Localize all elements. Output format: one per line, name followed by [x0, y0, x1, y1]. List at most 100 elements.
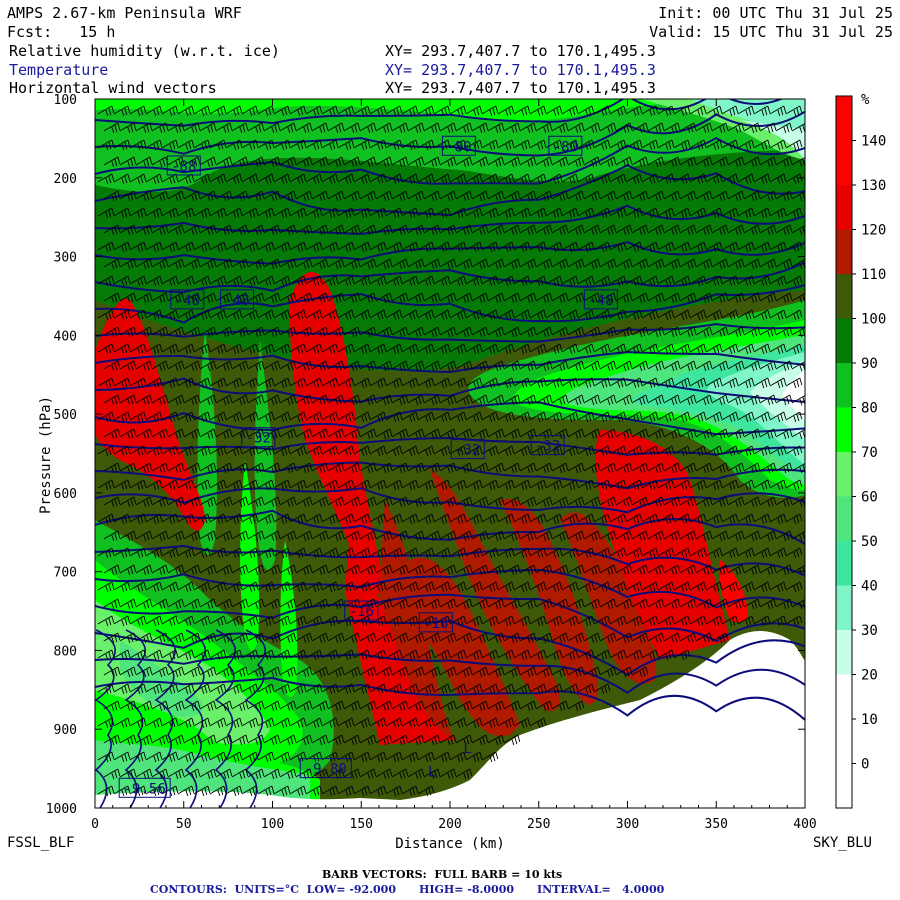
wind-barb	[593, 513, 611, 525]
wind-barb	[129, 683, 147, 695]
temperature-contour-line	[95, 351, 805, 373]
wind-barb	[481, 581, 499, 593]
wind-barb	[113, 241, 131, 253]
wind-barb	[193, 717, 211, 729]
wind-barb	[113, 275, 131, 287]
wind-barb	[775, 530, 793, 542]
wind-barb	[657, 309, 675, 321]
wind-barb	[295, 462, 313, 474]
wind-barb	[561, 139, 579, 151]
wind-barb	[529, 411, 547, 423]
wind-barb	[641, 411, 659, 423]
wind-barb	[417, 275, 435, 287]
wind-barb	[225, 649, 243, 661]
wind-barb	[321, 241, 339, 253]
wind-barb	[161, 581, 179, 593]
wind-barb	[535, 360, 553, 372]
wind-barb	[705, 309, 723, 321]
wind-barb	[343, 462, 361, 474]
wind-barb	[673, 275, 691, 287]
wind-barb	[551, 462, 569, 474]
wind-barb	[465, 445, 483, 457]
wind-barb	[337, 649, 355, 661]
wind-barb	[161, 615, 179, 627]
wind-barb	[295, 700, 313, 712]
wind-barb	[785, 275, 803, 287]
wind-barb	[423, 700, 441, 712]
wind-barb	[513, 479, 531, 491]
wind-barb	[337, 411, 355, 423]
wind-barb	[257, 717, 275, 729]
wind-barb	[497, 139, 515, 151]
wind-barb	[673, 479, 691, 491]
wind-barb	[775, 122, 793, 134]
wind-barb	[215, 360, 233, 372]
wind-barb	[583, 156, 601, 168]
wind-barb	[321, 139, 339, 151]
wind-barb	[519, 496, 537, 508]
wind-barb	[151, 700, 169, 712]
wind-barb	[407, 326, 425, 338]
wind-barb	[391, 462, 409, 474]
wind-barb	[177, 343, 195, 355]
wind-barb	[177, 547, 195, 559]
wind-barb	[401, 615, 419, 627]
wind-barb	[401, 547, 419, 559]
wind-barb	[647, 360, 665, 372]
wind-barb	[689, 241, 707, 253]
wind-barb	[353, 411, 371, 423]
wind-barb	[753, 377, 771, 389]
wind-barb	[481, 275, 499, 287]
wind-barb	[769, 445, 787, 457]
wind-barb	[135, 190, 153, 202]
wind-barb	[183, 666, 201, 678]
wind-barb	[663, 224, 681, 236]
wind-barb	[567, 632, 585, 644]
wind-barb	[545, 649, 563, 661]
wind-barb	[417, 683, 435, 695]
wind-barb	[455, 734, 473, 746]
wind-barb	[199, 496, 217, 508]
wind-barb	[631, 156, 649, 168]
wind-barb	[119, 564, 137, 576]
wind-barb	[167, 734, 185, 746]
wind-barb	[583, 462, 601, 474]
wind-barb	[615, 598, 633, 610]
wind-barb	[321, 581, 339, 593]
wind-barb	[487, 462, 505, 474]
wind-barb	[465, 649, 483, 661]
wind-barb	[759, 598, 777, 610]
wind-barb	[721, 343, 739, 355]
wind-barb	[471, 666, 489, 678]
wind-barb	[593, 445, 611, 457]
wind-barb	[769, 105, 787, 117]
wind-barb	[375, 156, 393, 168]
wind-barb	[455, 768, 473, 780]
wind-barb	[567, 122, 585, 134]
wind-barb	[231, 768, 249, 780]
x-tick-label: 300	[616, 817, 639, 832]
wind-barb	[103, 700, 121, 712]
wind-barb	[385, 615, 403, 627]
wind-barb	[545, 513, 563, 525]
wind-barb	[641, 581, 659, 593]
wind-barb	[129, 309, 147, 321]
wind-barb	[769, 139, 787, 151]
wind-barb	[103, 360, 121, 372]
wind-barb	[641, 309, 659, 321]
wind-barb	[391, 496, 409, 508]
wind-barb	[551, 258, 569, 270]
wind-barb	[721, 139, 739, 151]
wind-barb	[183, 530, 201, 542]
wind-barb	[311, 156, 329, 168]
wind-barb	[519, 428, 537, 440]
wind-barb	[433, 751, 451, 763]
wind-barb	[209, 649, 227, 661]
wind-barb	[183, 632, 201, 644]
wind-barb	[385, 683, 403, 695]
wind-barb	[641, 445, 659, 457]
wind-barb	[481, 377, 499, 389]
wind-barb	[535, 462, 553, 474]
wind-barb	[695, 190, 713, 202]
wind-barb	[423, 428, 441, 440]
